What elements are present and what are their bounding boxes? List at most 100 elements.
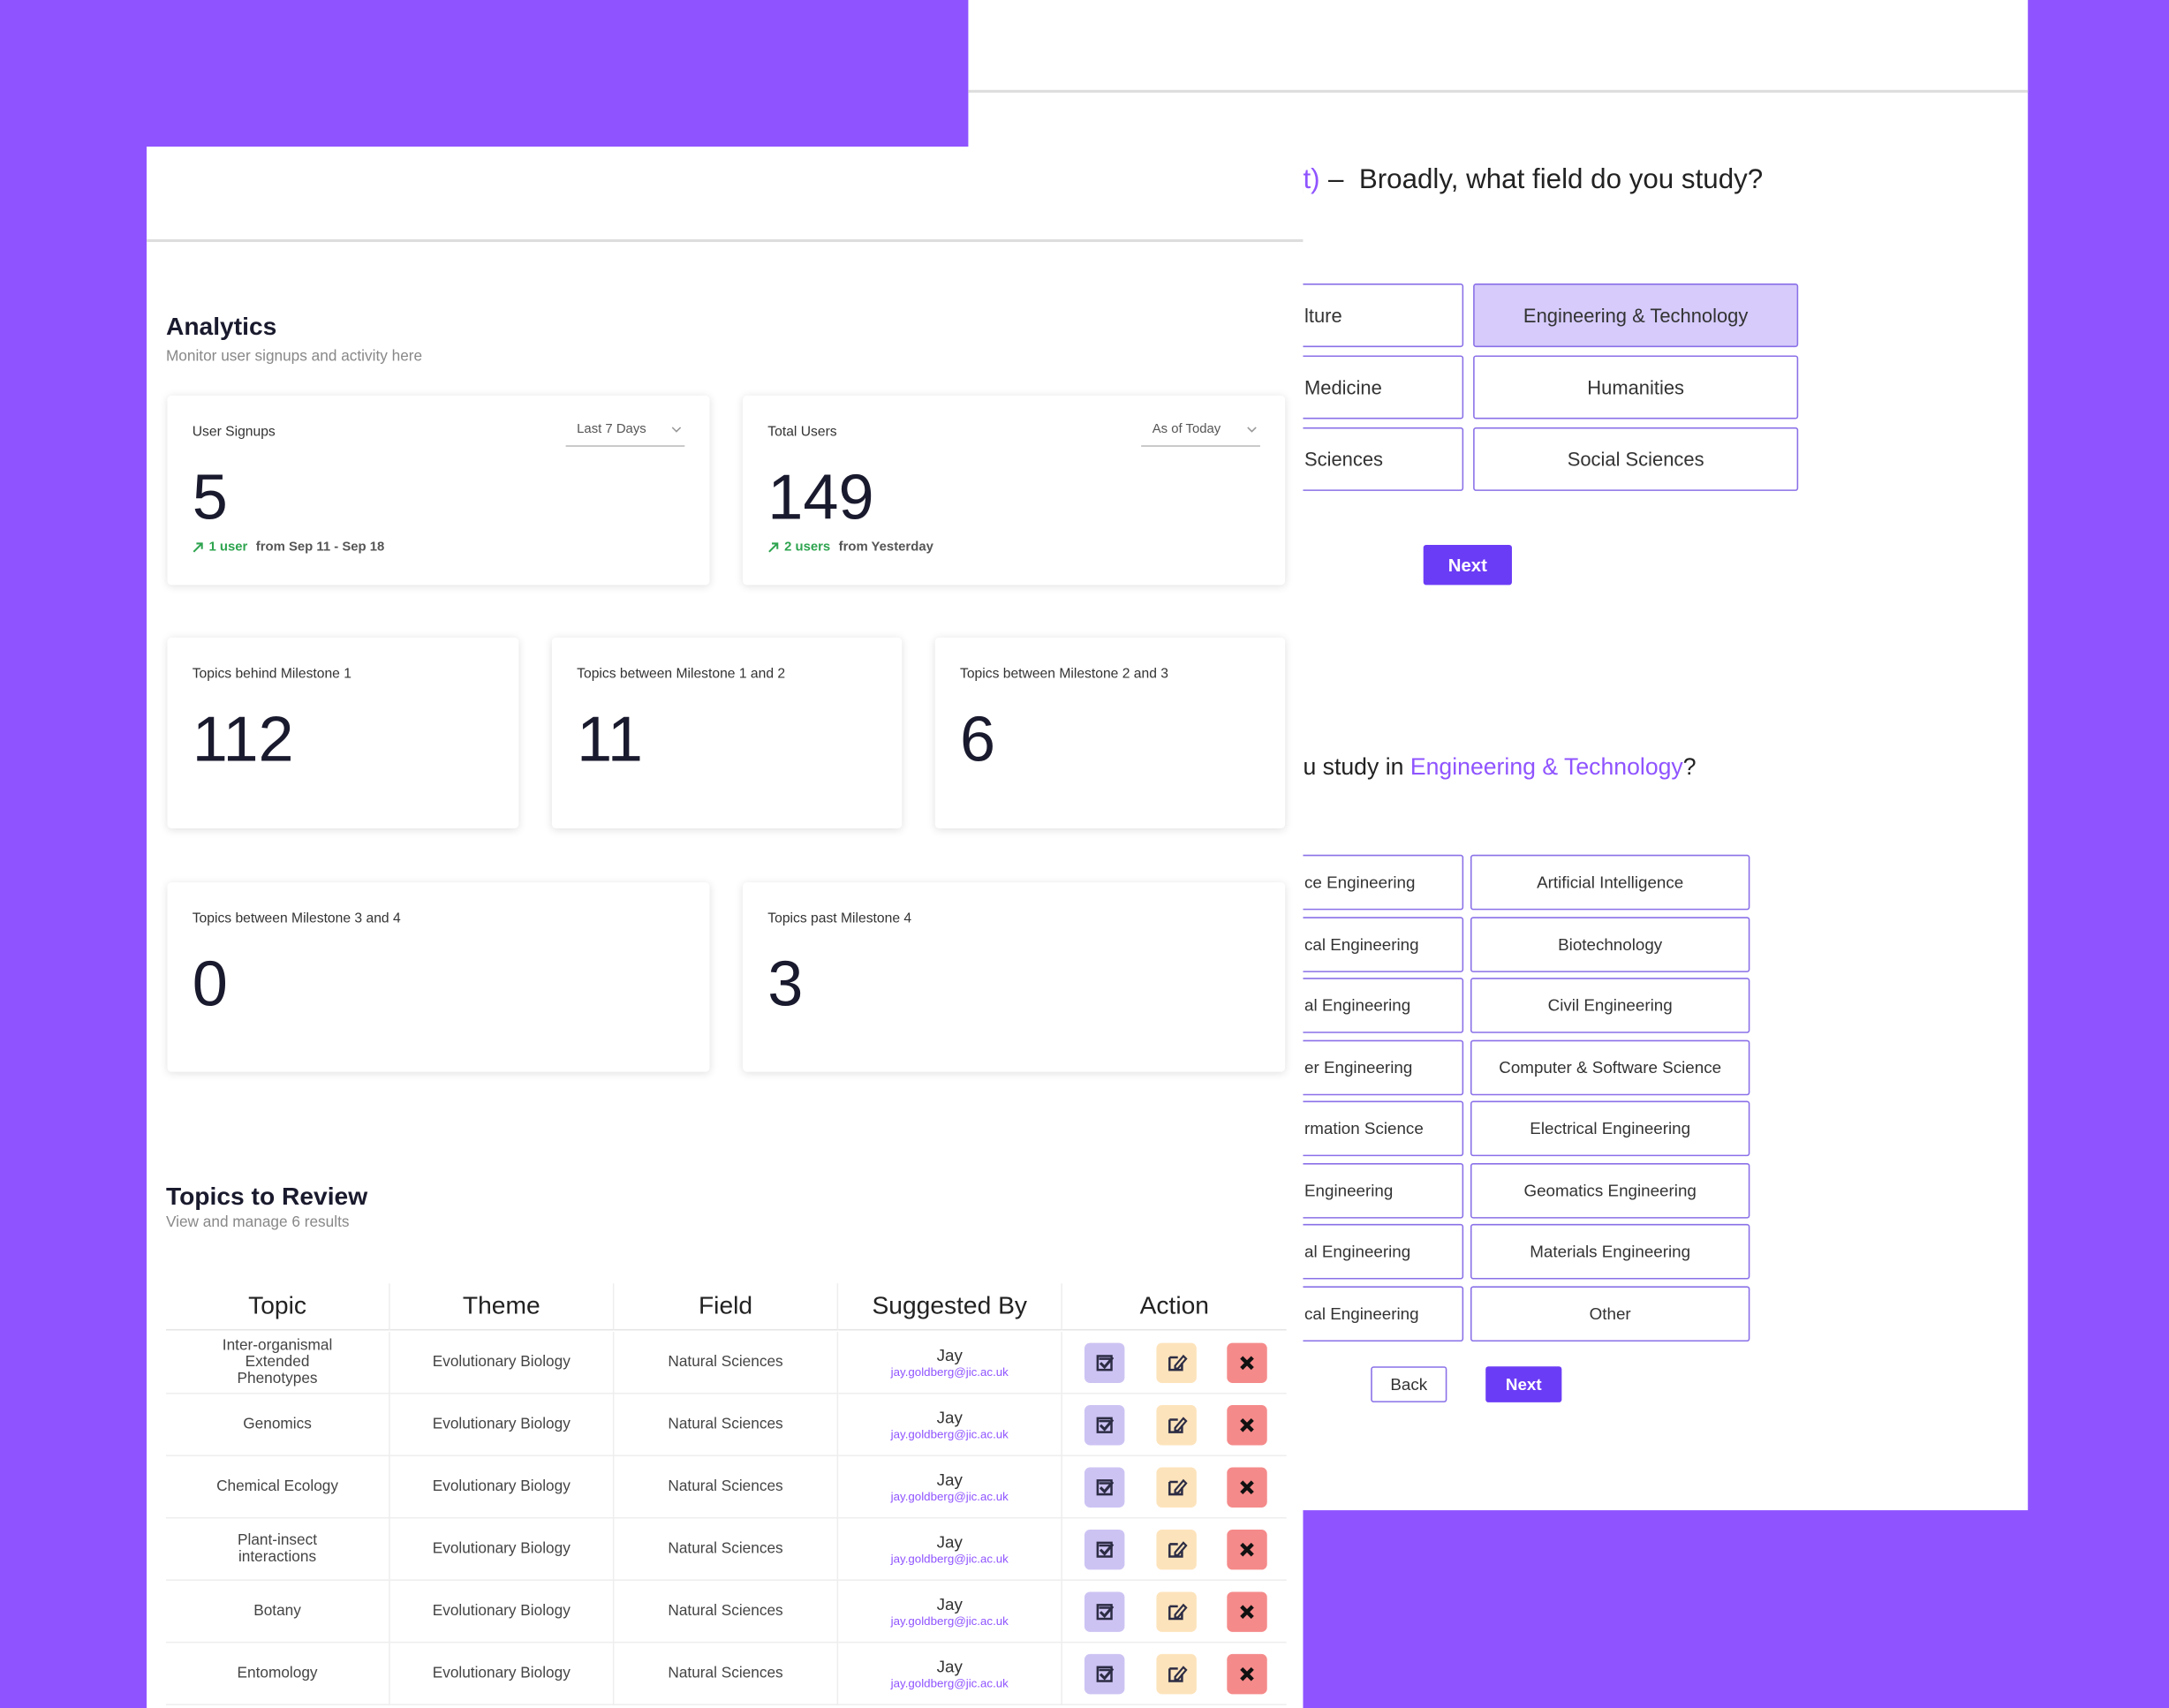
table-cell: Inter-organismal Extended Phenotypes xyxy=(165,1332,390,1394)
field-option[interactable]: Humanities xyxy=(1473,355,1799,419)
up-arrow xyxy=(193,542,203,553)
action-cell xyxy=(1062,1332,1287,1394)
reject-button[interactable] xyxy=(1227,1342,1267,1383)
user-name: Jay xyxy=(936,1408,963,1428)
reject-button[interactable] xyxy=(1227,1529,1267,1570)
icon-stroke xyxy=(1099,1543,1115,1556)
next-button[interactable]: Next xyxy=(1485,1366,1562,1402)
change-period: from Yesterday xyxy=(838,539,933,555)
icon-stroke xyxy=(1096,1479,1113,1496)
reject-button[interactable] xyxy=(1227,1591,1267,1632)
user-email: jay.goldberg@jic.ac.uk xyxy=(890,1675,1009,1690)
question-field: Engineering & Technology xyxy=(1409,753,1683,781)
edit-button[interactable] xyxy=(1155,1653,1197,1695)
icon-stroke xyxy=(1173,1603,1187,1619)
subfield-option[interactable]: Materials Engineering xyxy=(1470,1223,1750,1280)
edit-button[interactable] xyxy=(1155,1342,1197,1383)
icon xyxy=(1240,1666,1254,1682)
header-divider xyxy=(968,89,2029,93)
subfield-option[interactable]: Electrical Engineering xyxy=(1470,1100,1750,1157)
icon-stroke xyxy=(1168,1480,1183,1496)
approve-button[interactable] xyxy=(1084,1529,1125,1570)
column-header: Field xyxy=(614,1283,839,1331)
chevron xyxy=(1247,427,1257,433)
user-name: Jay xyxy=(936,1657,963,1676)
icon xyxy=(1168,1666,1187,1682)
icon xyxy=(1240,1417,1254,1432)
stat-card: Topics behind Milestone 1 112 xyxy=(167,637,519,829)
section-subtitle: View and manage 6 results xyxy=(165,1213,350,1231)
icon xyxy=(1096,1417,1115,1433)
table-cell: Evolutionary Biology xyxy=(389,1455,615,1519)
approve-button[interactable] xyxy=(1084,1342,1125,1383)
subfield-option[interactable]: Artificial Intelligence xyxy=(1470,854,1750,911)
icon xyxy=(1240,1356,1254,1371)
table-cell: Chemical Ecology xyxy=(165,1455,390,1519)
table-cell: Natural Sciences xyxy=(614,1455,839,1519)
change-amount: 2 users xyxy=(784,539,831,555)
table-cell: Entomology xyxy=(165,1643,390,1705)
user-email: jay.goldberg@jic.ac.uk xyxy=(890,1552,1009,1566)
period-dropdown[interactable]: As of Today xyxy=(1141,422,1260,447)
suggested-by: Jay jay.goldberg@jic.ac.uk xyxy=(838,1643,1062,1705)
user-email: jay.goldberg@jic.ac.uk xyxy=(890,1489,1009,1504)
card-label: Total Users xyxy=(767,424,837,440)
table-cell: Evolutionary Biology xyxy=(389,1394,615,1456)
table-cell: Natural Sciences xyxy=(614,1580,839,1644)
stat-card: Total Users 149 As of Today 2 users from Yes… xyxy=(743,395,1286,586)
subfield-option[interactable]: Civil Engineering xyxy=(1470,978,1750,1033)
icon-stroke xyxy=(1168,1356,1183,1372)
field-option[interactable]: Social Sciences xyxy=(1473,427,1799,491)
stat-card: User Signups 5 Last 7 Days 1 user from Sep 1… xyxy=(167,395,710,586)
chevron-path xyxy=(671,427,682,433)
approve-button[interactable] xyxy=(1084,1653,1125,1695)
card-label: Topics past Milestone 4 xyxy=(767,911,912,927)
icon-stroke xyxy=(1096,1541,1113,1558)
change-period: from Sep 11 - Sep 18 xyxy=(255,539,385,555)
back-button[interactable]: Back xyxy=(1371,1366,1447,1402)
reject-button[interactable] xyxy=(1227,1467,1267,1508)
column-header: Action xyxy=(1062,1283,1287,1331)
card-value: 11 xyxy=(577,702,643,775)
approve-button[interactable] xyxy=(1084,1467,1125,1508)
subfield-option[interactable]: Other xyxy=(1470,1285,1750,1341)
table-cell: Botany xyxy=(165,1580,390,1644)
icon-stroke xyxy=(1096,1355,1113,1372)
field-option[interactable]: Engineering & Technology xyxy=(1473,283,1799,348)
question: t) – Broadly, what field do you study? xyxy=(1303,164,1763,196)
edit-button[interactable] xyxy=(1155,1405,1197,1446)
icon xyxy=(1240,1542,1254,1557)
suggested-by: Jay jay.goldberg@jic.ac.uk xyxy=(838,1580,1062,1644)
icon-stroke xyxy=(1240,1542,1254,1557)
question-suffix: ? xyxy=(1682,753,1697,781)
question: u study in Engineering & Technology? xyxy=(1303,753,1696,781)
user-name: Jay xyxy=(936,1532,963,1553)
suggested-by: Jay jay.goldberg@jic.ac.uk xyxy=(838,1394,1062,1456)
period-dropdown[interactable]: Last 7 Days xyxy=(565,422,685,447)
edit-button[interactable] xyxy=(1155,1591,1197,1632)
edit-button[interactable] xyxy=(1155,1467,1197,1508)
next-button[interactable]: Next xyxy=(1423,545,1512,586)
reject-button[interactable] xyxy=(1227,1653,1267,1695)
card-value: 3 xyxy=(767,947,804,1020)
header-divider xyxy=(147,238,1304,243)
question-text: – Broadly, what field do you study? xyxy=(1327,164,1764,195)
chevron-path xyxy=(1247,427,1257,433)
user-name: Jay xyxy=(936,1345,963,1365)
card-value: 112 xyxy=(192,702,294,775)
icon-stroke xyxy=(1099,1605,1115,1619)
subfield-option[interactable]: Computer & Software Science xyxy=(1470,1039,1750,1095)
action-cell xyxy=(1062,1581,1287,1644)
edit-button[interactable] xyxy=(1155,1529,1197,1570)
reject-button[interactable] xyxy=(1227,1405,1267,1446)
table-cell: Natural Sciences xyxy=(614,1518,839,1581)
icon xyxy=(1168,1541,1187,1558)
card-label: Topics between Milestone 2 and 3 xyxy=(960,666,1168,683)
subfield-option[interactable]: Biotechnology xyxy=(1470,916,1750,972)
approve-button[interactable] xyxy=(1084,1591,1125,1632)
card-value: 5 xyxy=(192,460,228,533)
approve-button[interactable] xyxy=(1084,1405,1125,1446)
user-email: jay.goldberg@jic.ac.uk xyxy=(890,1364,1009,1379)
subfield-option[interactable]: Geomatics Engineering xyxy=(1470,1162,1750,1218)
